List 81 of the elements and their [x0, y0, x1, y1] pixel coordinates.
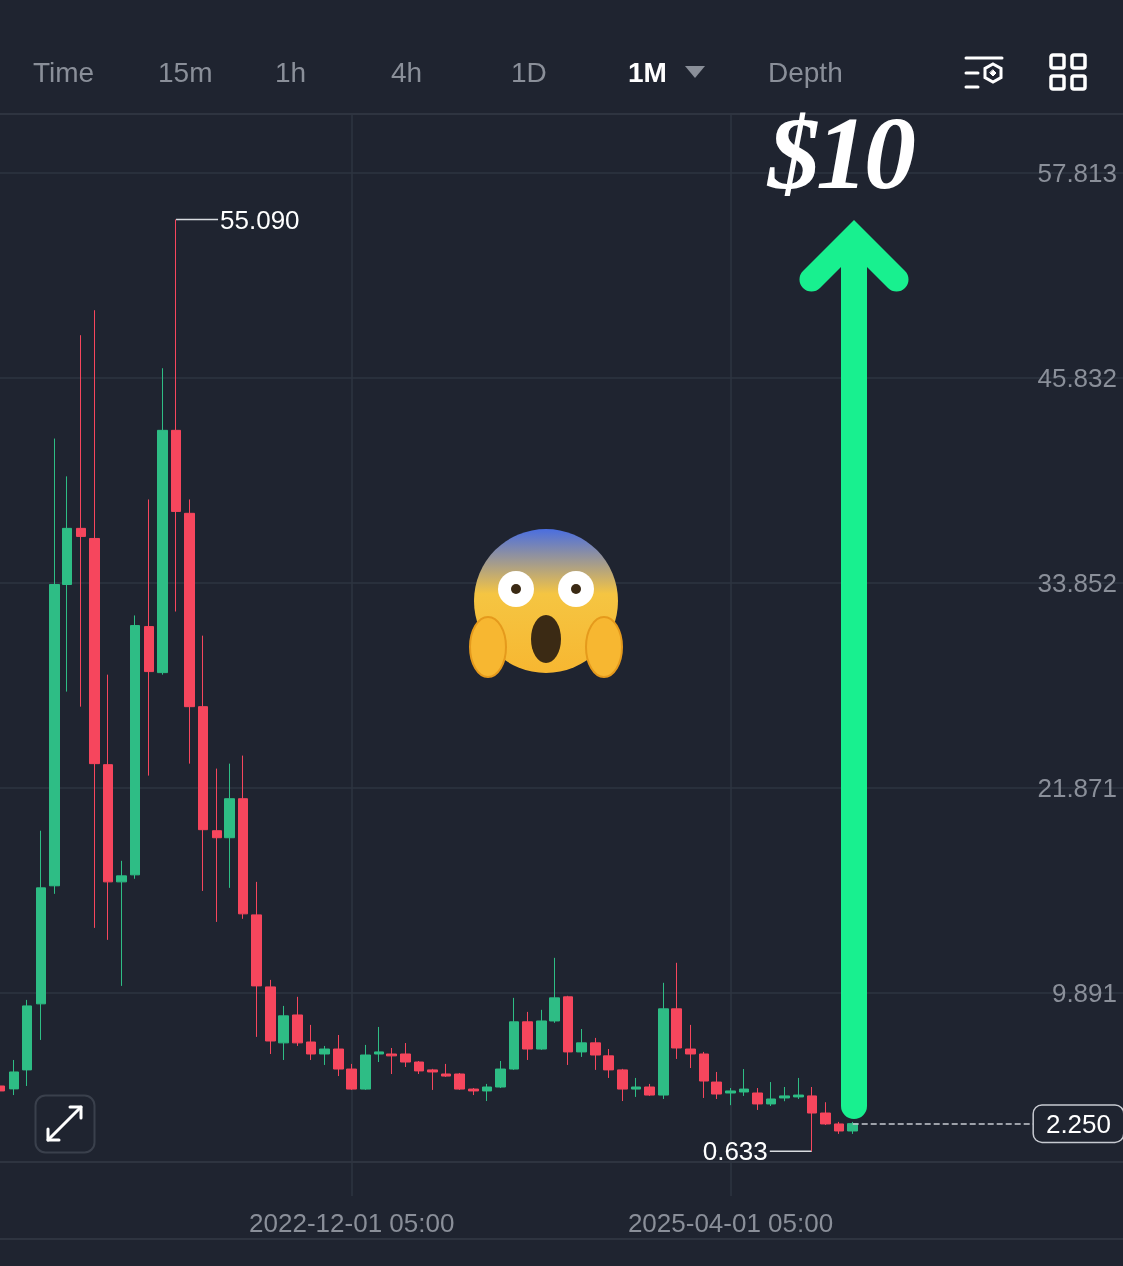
candlestick	[427, 1068, 438, 1091]
candlestick	[739, 1068, 749, 1097]
candlestick	[441, 1063, 451, 1078]
y-tick-label: 57.813	[1037, 157, 1117, 188]
candlestick	[522, 1011, 533, 1061]
candlestick	[292, 996, 303, 1047]
candlestick	[251, 881, 262, 1038]
candlestick	[265, 979, 276, 1055]
candlestick	[779, 1086, 790, 1102]
candlestick	[319, 1045, 330, 1066]
candlestick	[820, 1101, 831, 1126]
candlestick	[807, 1086, 817, 1152]
text: 4h	[391, 56, 423, 90]
x-tick-label: 2022-12-01 05:00	[249, 1208, 455, 1238]
candlestick	[414, 1060, 424, 1075]
candlestick	[346, 1063, 357, 1091]
y-tick-label: 33.852	[1037, 567, 1117, 598]
candlestick	[360, 1044, 371, 1091]
annotation: 55.090	[220, 204, 300, 235]
candlestick	[212, 768, 222, 923]
text: 1M	[628, 56, 667, 90]
candlestick	[711, 1071, 722, 1100]
candlestick	[76, 334, 86, 708]
candlestick	[36, 830, 46, 1041]
candlestick	[644, 1083, 655, 1097]
annotation: $10	[768, 95, 912, 210]
text: Time	[33, 56, 95, 90]
candlestick	[752, 1087, 763, 1111]
candlestick	[631, 1077, 641, 1098]
candlestick	[62, 475, 72, 693]
text: Depth	[768, 56, 843, 90]
x-tick-label: 2025-04-01 05:00	[627, 1208, 834, 1238]
y-tick-label: 9.891	[1051, 977, 1117, 1008]
candlestick	[834, 1121, 844, 1135]
candlestick	[386, 1047, 397, 1075]
text: 1D	[511, 56, 547, 90]
candlestick	[116, 860, 127, 987]
candlestick	[576, 1028, 587, 1058]
ref-line-label: 2.250	[1045, 1108, 1111, 1139]
candlestick	[563, 995, 573, 1066]
candlestick	[847, 1121, 858, 1135]
candlestick	[333, 1034, 344, 1077]
candlestick	[509, 997, 519, 1071]
candlestick	[198, 635, 208, 892]
candlestick	[454, 1072, 465, 1091]
candlestick	[374, 1026, 384, 1063]
candlestick	[658, 982, 669, 1100]
candlestick	[224, 763, 235, 889]
candlestick	[22, 999, 32, 1087]
candlestick	[536, 1009, 547, 1051]
candlestick	[482, 1083, 492, 1102]
y-tick-label: 45.832	[1037, 362, 1117, 393]
candlestick	[144, 498, 154, 777]
candlestick	[671, 962, 682, 1060]
candlestick	[306, 1024, 316, 1061]
candlestick	[400, 1042, 411, 1068]
text: 1h	[275, 56, 307, 90]
candlestick	[549, 957, 560, 1024]
candlestick	[617, 1068, 628, 1102]
candlestick	[699, 1051, 709, 1099]
candlestick	[685, 1024, 696, 1069]
candlestick	[603, 1048, 614, 1079]
candlestick	[130, 614, 140, 880]
candlestick	[495, 1060, 506, 1089]
candlestick	[103, 674, 113, 941]
candlestick	[278, 1005, 289, 1061]
candlestick	[468, 1087, 479, 1096]
candlestick	[157, 367, 168, 676]
candlestick	[89, 309, 100, 929]
candlestick	[793, 1077, 804, 1100]
annotation: 0.633	[702, 1136, 768, 1167]
candlestick	[238, 755, 248, 920]
candlestick	[49, 438, 60, 895]
y-tick-label: 21.871	[1037, 772, 1117, 803]
candlestick	[725, 1087, 736, 1106]
candlestick	[9, 1059, 19, 1096]
candlestick	[766, 1081, 776, 1107]
candlestick	[184, 498, 195, 765]
text: 15m	[158, 56, 213, 90]
candlestick	[171, 219, 181, 613]
candlestick	[590, 1037, 601, 1071]
